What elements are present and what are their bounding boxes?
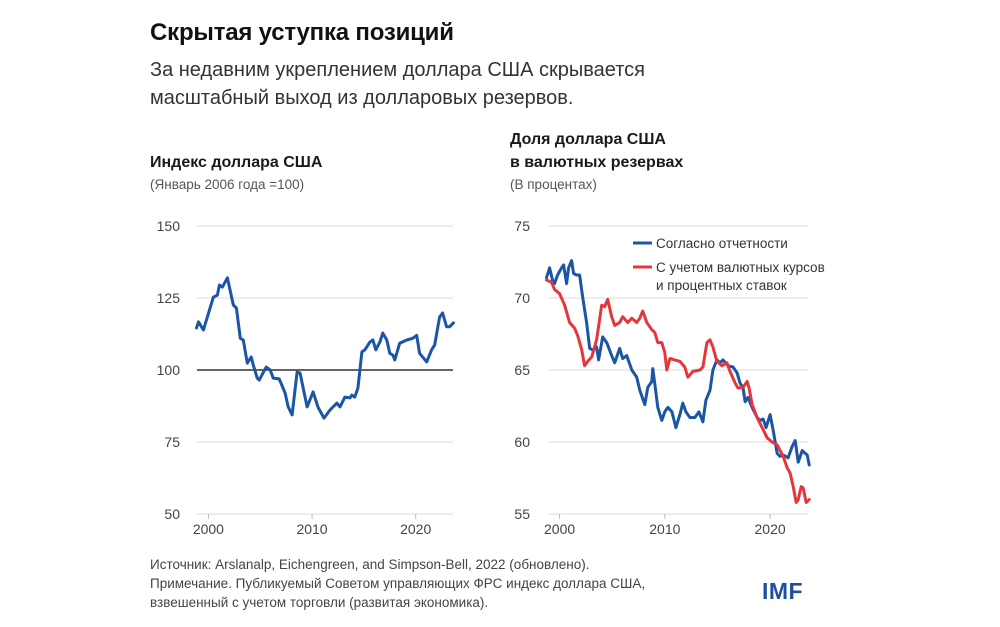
left-y-tick-label: 50 xyxy=(164,506,180,522)
footer-notes: Источник: Arslanalp, Eichengreen, and Si… xyxy=(150,555,645,612)
right-chart-unit: (В процентах) xyxy=(510,177,597,192)
left-chart-dollar-index: 50 75 100 125 150 2000 2010 2020 xyxy=(157,218,455,537)
right-chart-title: Доля доллара США в валютных резервах xyxy=(510,128,683,174)
left-chart-unit: (Январь 2006 года =100) xyxy=(150,177,305,192)
right-y-tick-label: 70 xyxy=(514,290,530,306)
footnote: Примечание. Публикуемый Советом управляю… xyxy=(150,576,646,591)
legend-label-adjusted-line2: и процентных ставок xyxy=(656,278,787,293)
right-series-line-secondary xyxy=(545,278,811,504)
right-y-tick-label: 65 xyxy=(514,362,530,378)
right-y-tick-label: 60 xyxy=(514,434,530,450)
legend-label-reported: Согласно отчетности xyxy=(656,236,788,251)
page-subtitle: За недавним укреплением доллара США скры… xyxy=(150,56,645,112)
legend-label-adjusted: С учетом валютных курсов xyxy=(656,260,825,275)
right-x-tick-label: 2010 xyxy=(649,521,680,537)
subtitle-line: масштабный выход из долларовых резервов. xyxy=(150,87,574,109)
left-y-tick-label: 150 xyxy=(157,218,181,234)
right-chart-title-line: Доля доллара США xyxy=(510,131,666,148)
right-y-tick-label: 55 xyxy=(514,506,530,522)
imf-logo: IMF xyxy=(762,578,804,604)
left-series-line-primary xyxy=(195,276,455,420)
right-chart-title-line: в валютных резервах xyxy=(510,154,684,171)
source-note: Источник: Arslanalp, Eichengreen, and Si… xyxy=(150,557,590,572)
subtitle-line: За недавним укреплением доллара США скры… xyxy=(150,59,645,81)
right-y-tick-label: 75 xyxy=(514,218,530,234)
right-x-tick-label: 2020 xyxy=(755,521,786,537)
page-title: Скрытая уступка позиций xyxy=(150,19,454,46)
left-x-tick-label: 2020 xyxy=(400,521,431,537)
left-y-tick-label: 100 xyxy=(157,362,181,378)
right-series-line-primary xyxy=(545,259,811,467)
left-x-tick-label: 2010 xyxy=(296,521,327,537)
left-chart-title: Индекс доллара США xyxy=(150,154,323,171)
right-x-tick-label: 2000 xyxy=(544,521,575,537)
right-chart-dollar-share: 55 60 65 70 75 2000 2010 2020 xyxy=(514,218,811,537)
footnote-cont: взвешенный с учетом торговли (развитая э… xyxy=(150,595,489,610)
left-x-tick-label: 2000 xyxy=(193,521,224,537)
legend: Согласно отчетности С учетом валютных ку… xyxy=(633,236,825,293)
left-y-tick-label: 75 xyxy=(164,434,180,450)
left-y-tick-label: 125 xyxy=(157,290,181,306)
